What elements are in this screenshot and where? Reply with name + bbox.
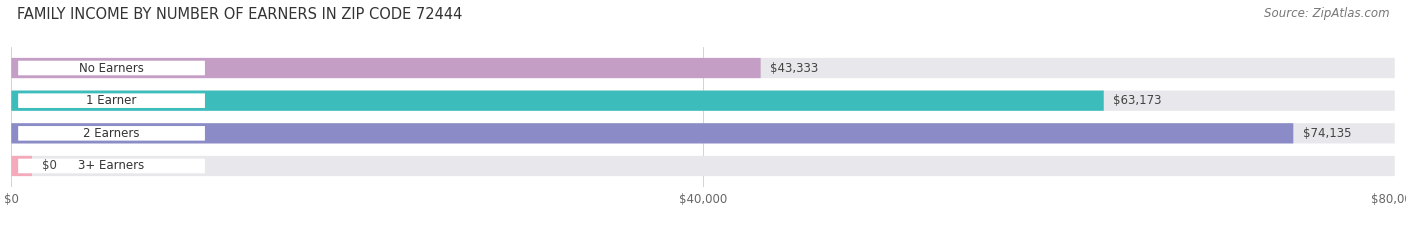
- FancyBboxPatch shape: [18, 93, 205, 108]
- FancyBboxPatch shape: [18, 159, 205, 173]
- Text: 3+ Earners: 3+ Earners: [79, 160, 145, 172]
- FancyBboxPatch shape: [11, 156, 32, 176]
- Text: $0: $0: [42, 160, 56, 172]
- FancyBboxPatch shape: [11, 123, 1395, 143]
- FancyBboxPatch shape: [11, 91, 1395, 111]
- Text: 1 Earner: 1 Earner: [86, 94, 136, 107]
- FancyBboxPatch shape: [11, 156, 1395, 176]
- FancyBboxPatch shape: [11, 91, 1104, 111]
- FancyBboxPatch shape: [11, 123, 1294, 143]
- Text: $63,173: $63,173: [1114, 94, 1161, 107]
- Text: FAMILY INCOME BY NUMBER OF EARNERS IN ZIP CODE 72444: FAMILY INCOME BY NUMBER OF EARNERS IN ZI…: [17, 7, 463, 22]
- Text: 2 Earners: 2 Earners: [83, 127, 139, 140]
- Text: Source: ZipAtlas.com: Source: ZipAtlas.com: [1264, 7, 1389, 20]
- FancyBboxPatch shape: [18, 61, 205, 75]
- FancyBboxPatch shape: [18, 126, 205, 141]
- Text: $74,135: $74,135: [1303, 127, 1351, 140]
- FancyBboxPatch shape: [11, 58, 1395, 78]
- Text: $43,333: $43,333: [770, 62, 818, 74]
- Text: No Earners: No Earners: [79, 62, 143, 74]
- FancyBboxPatch shape: [11, 58, 761, 78]
